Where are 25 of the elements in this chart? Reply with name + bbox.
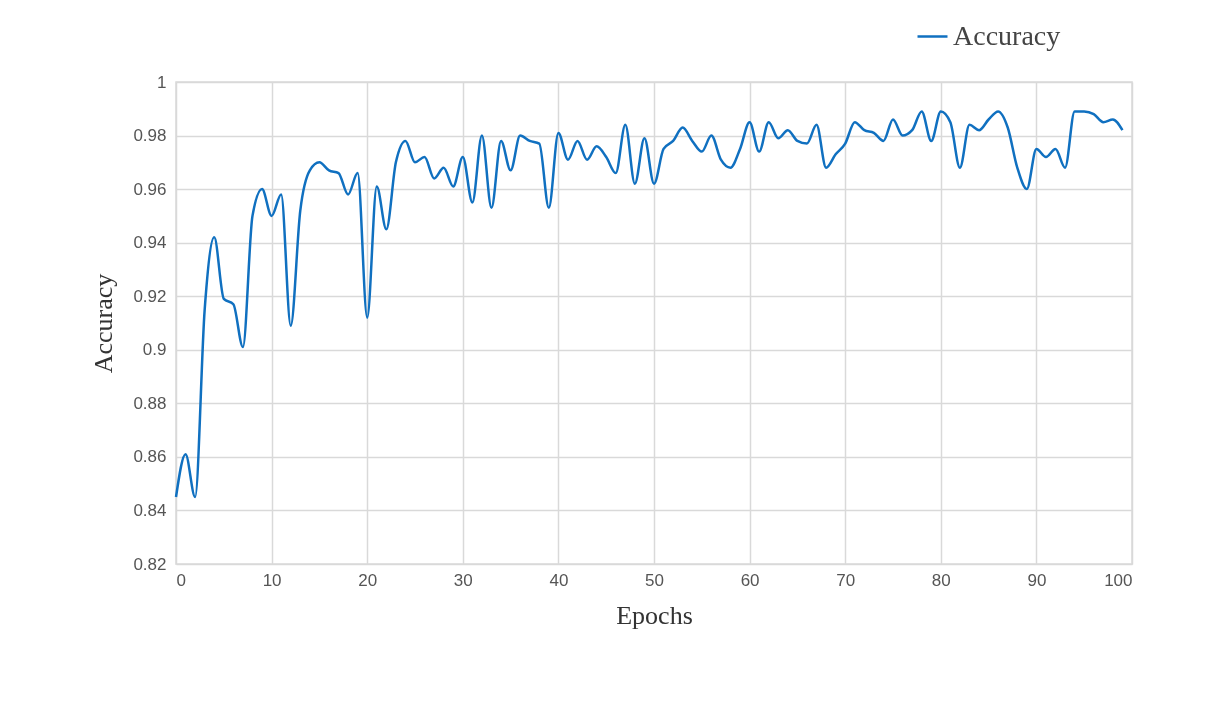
y-tick-label: 1 bbox=[157, 72, 167, 92]
x-tick-label: 10 bbox=[262, 570, 282, 590]
y-tick-label: 0.82 bbox=[133, 554, 167, 574]
y-tick-label: 0.88 bbox=[133, 393, 167, 413]
y-tick-label: 0.9 bbox=[142, 340, 167, 360]
y-tick-label: 0.86 bbox=[133, 447, 167, 467]
y-tick-label: 0.84 bbox=[133, 500, 167, 520]
x-tick-label: 90 bbox=[1027, 570, 1047, 590]
x-tick-label: 70 bbox=[836, 570, 856, 590]
x-tick-label: 20 bbox=[358, 570, 378, 590]
line-series bbox=[174, 110, 1124, 499]
x-tick-label: 100 bbox=[1104, 570, 1133, 590]
x-tick-label: 0 bbox=[176, 570, 186, 590]
x-tick-label: 50 bbox=[645, 570, 664, 590]
x-axis-title: Epochs bbox=[616, 600, 693, 630]
x-tick-label: 80 bbox=[931, 570, 951, 590]
x-tick-label: 60 bbox=[740, 570, 760, 590]
y-tick-label: 0.94 bbox=[133, 233, 167, 253]
y-tick-label: 0.92 bbox=[133, 286, 167, 306]
y-axis-title: Accuracy bbox=[89, 273, 119, 374]
legend-label: Accuracy bbox=[953, 19, 1061, 51]
y-tick-label: 0.98 bbox=[133, 126, 167, 146]
y-tick-label: 0.96 bbox=[133, 179, 167, 199]
x-tick-label: 30 bbox=[453, 570, 473, 590]
x-tick-label: 40 bbox=[549, 570, 569, 590]
